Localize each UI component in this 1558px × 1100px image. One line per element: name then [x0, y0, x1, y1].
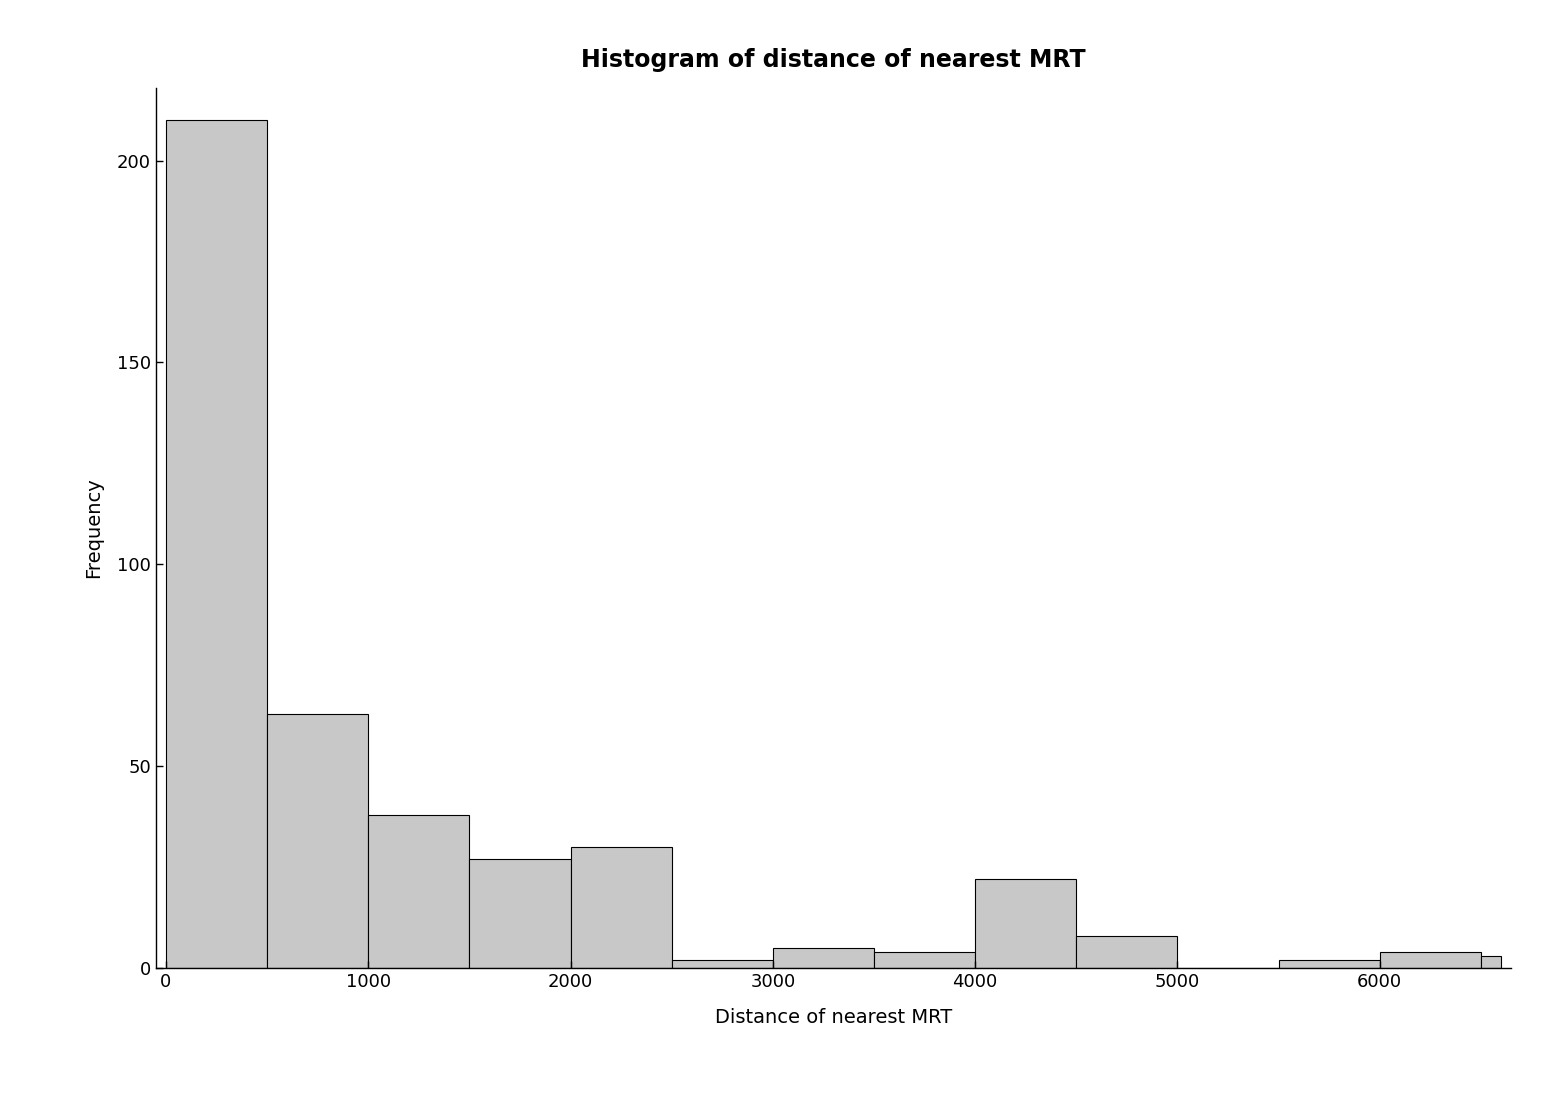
Bar — [1279, 960, 1380, 968]
Title: Histogram of distance of nearest MRT: Histogram of distance of nearest MRT — [581, 48, 1086, 73]
Bar — [570, 847, 671, 968]
Bar — [671, 960, 773, 968]
Bar — [165, 120, 266, 968]
Bar — [1482, 956, 1502, 968]
Bar — [1380, 952, 1482, 968]
Bar — [773, 948, 874, 968]
Bar — [368, 815, 469, 968]
X-axis label: Distance of nearest MRT: Distance of nearest MRT — [715, 1008, 952, 1026]
Bar — [975, 879, 1077, 968]
Bar — [469, 859, 570, 968]
Bar — [874, 952, 975, 968]
Bar — [1077, 936, 1178, 968]
Y-axis label: Frequency: Frequency — [84, 477, 103, 579]
Bar — [266, 714, 368, 968]
